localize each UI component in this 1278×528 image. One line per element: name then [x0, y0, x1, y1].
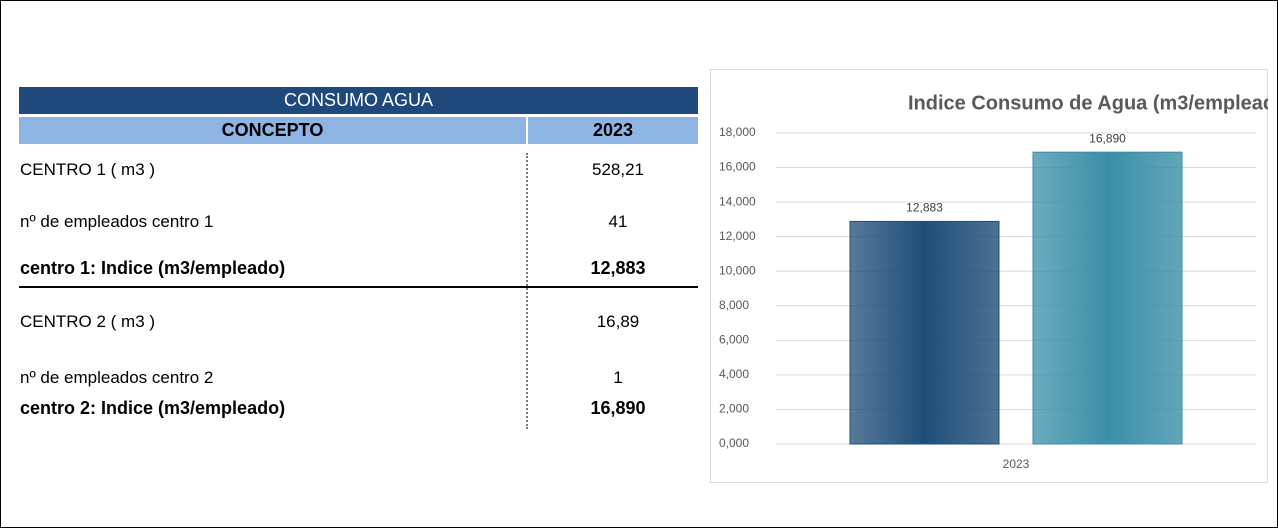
y-tick-label: 12,000	[719, 229, 756, 243]
data-label: 16,890	[1089, 131, 1126, 145]
header-cell: CONCEPTO	[19, 117, 526, 144]
row-label: CENTRO 2 ( m3 )	[20, 312, 156, 331]
y-tick-label: 16,000	[719, 160, 756, 174]
y-tick-label: 0,000	[719, 436, 749, 450]
row-value: 528,21	[592, 160, 644, 179]
y-tick-label: 2,000	[719, 402, 749, 416]
y-tick-label: 6,000	[719, 333, 749, 347]
data-label: 12,883	[906, 201, 943, 215]
row-value: 16,890	[590, 398, 646, 418]
table-title: CONSUMO AGUA	[19, 87, 698, 114]
row-label: nº de empleados centro 2	[20, 368, 214, 387]
y-tick-label: 10,000	[719, 263, 756, 277]
row-label: centro 1: Indice (m3/empleado)	[20, 258, 286, 278]
row-value: 1	[613, 368, 623, 387]
bar	[849, 220, 1000, 445]
header-cell: 2023	[528, 117, 698, 144]
row-label: nº de empleados centro 1	[20, 212, 214, 231]
chart-title: Indice Consumo de Agua (m3/empleado)	[908, 92, 1268, 114]
x-tick-label: 2023	[1003, 457, 1030, 471]
y-tick-label: 8,000	[719, 298, 749, 312]
y-tick-label: 4,000	[719, 367, 749, 381]
chart: Indice Consumo de Agua (m3/empleado) 0,0…	[710, 69, 1268, 483]
row-border	[19, 286, 698, 288]
row-label: centro 2: Indice (m3/empleado)	[20, 398, 286, 418]
row-value: 12,883	[590, 258, 646, 278]
bar	[1032, 151, 1183, 445]
row-value: 16,89	[596, 312, 640, 331]
y-tick-label: 18,000	[719, 125, 756, 139]
separator	[526, 153, 528, 429]
row-label: CENTRO 1 ( m3 )	[20, 160, 156, 179]
row-value: 41	[608, 212, 628, 231]
y-tick-label: 14,000	[719, 194, 756, 208]
